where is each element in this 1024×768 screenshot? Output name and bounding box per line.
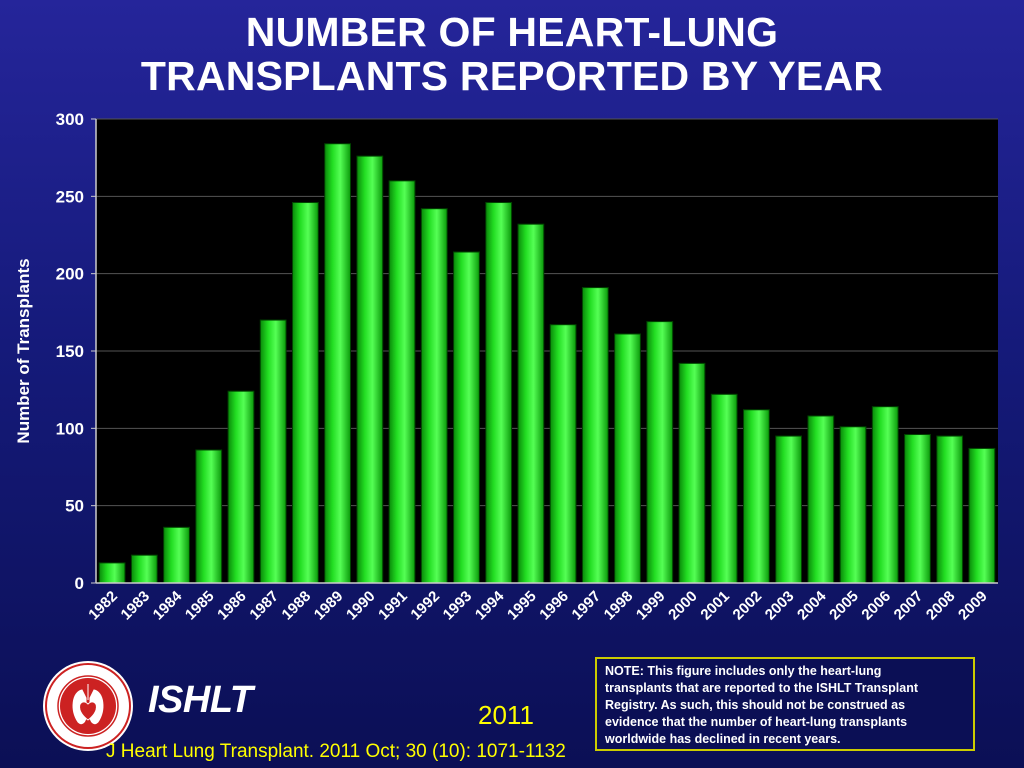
bar-1991 <box>388 180 416 584</box>
x-tick-label: 1993 <box>440 588 476 624</box>
x-tick-label: 2008 <box>923 588 959 624</box>
x-tick-label: 1995 <box>504 588 540 624</box>
x-tick-label: 1990 <box>343 588 379 624</box>
x-tick-label: 1987 <box>246 588 282 624</box>
x-tick-label: 1994 <box>472 587 508 623</box>
bar-1987 <box>259 319 287 584</box>
note-line: transplants that are reported to the ISH… <box>605 681 919 695</box>
citation: J Heart Lung Transplant. 2011 Oct; 30 (1… <box>106 741 566 762</box>
bar-1984 <box>163 526 190 584</box>
note-line: worldwide has declined in recent years. <box>605 732 841 746</box>
x-tick-label: 1984 <box>150 587 186 623</box>
bar-1990 <box>356 155 384 584</box>
organization-name: ISHLT <box>148 679 253 721</box>
x-tick-label: 1982 <box>85 588 121 624</box>
bar-2008 <box>936 435 964 584</box>
bar-1994 <box>485 202 513 584</box>
x-tick-label: 2006 <box>858 588 894 624</box>
bar-1996 <box>549 324 577 584</box>
y-tick-label: 300 <box>56 110 84 129</box>
bar-2005 <box>839 426 867 584</box>
bars <box>98 143 996 584</box>
bar-2003 <box>775 435 802 584</box>
y-tick-label: 50 <box>65 497 84 516</box>
y-tick-label: 250 <box>56 187 84 206</box>
bar-1985 <box>195 449 223 584</box>
note-line: Registry. As such, this should not be co… <box>605 698 906 712</box>
bar-1998 <box>614 333 641 584</box>
bar-1999 <box>646 321 674 584</box>
x-tick-label: 1997 <box>569 588 605 624</box>
bar-1982 <box>98 562 126 584</box>
x-tick-label: 2005 <box>826 588 862 624</box>
x-tick-label: 1988 <box>279 588 315 624</box>
ishlt-logo <box>43 661 133 751</box>
note-line: NOTE: This figure includes only the hear… <box>605 664 882 678</box>
bar-1986 <box>227 390 255 584</box>
bar-1993 <box>453 251 480 584</box>
x-tick-label: 2003 <box>762 588 798 624</box>
x-tick-label: 1999 <box>633 588 669 624</box>
y-tick-label: 0 <box>75 574 84 593</box>
x-tick-label: 2009 <box>955 588 991 624</box>
x-tick-label: 2004 <box>794 587 830 623</box>
y-tick-label: 150 <box>56 342 84 361</box>
x-tick-label: 1989 <box>311 588 347 624</box>
bar-2002 <box>743 409 770 584</box>
x-tick-label: 2007 <box>891 588 927 624</box>
bar-1995 <box>517 223 545 584</box>
bar-2009 <box>968 447 996 584</box>
bar-2007 <box>904 434 931 584</box>
y-axis-label: Number of Transplants <box>14 258 33 443</box>
y-tick-label: 100 <box>56 419 84 438</box>
x-tick-label: 1991 <box>375 588 411 624</box>
bar-1989 <box>324 143 351 584</box>
bar-1983 <box>130 554 158 584</box>
x-tick-label: 2001 <box>697 588 733 624</box>
x-tick-label: 1992 <box>407 588 443 624</box>
note-line: evidence that the number of heart-lung t… <box>605 715 908 729</box>
report-year: 2011 <box>478 700 534 730</box>
x-tick-label: 1998 <box>601 588 637 624</box>
bar-2000 <box>678 362 706 584</box>
chart-title-line2: TRANSPLANTS REPORTED BY YEAR <box>140 53 884 99</box>
chart-title: NUMBER OF HEART-LUNG TRANSPLANTS REPORTE… <box>0 10 1024 98</box>
note-box: NOTE: This figure includes only the hear… <box>595 657 975 751</box>
x-tick-label: 2002 <box>730 588 766 624</box>
bar-2004 <box>807 415 835 584</box>
bar-1997 <box>581 287 609 584</box>
x-tick-label: 1985 <box>182 588 218 624</box>
y-tick-label: 200 <box>56 265 84 284</box>
bar-1988 <box>292 202 319 584</box>
bar-1992 <box>420 208 448 584</box>
x-ticks: 1982198319841985198619871988198919901991… <box>85 587 990 623</box>
x-tick-label: 1996 <box>536 588 572 624</box>
x-tick-label: 1986 <box>214 588 250 624</box>
bar-2001 <box>710 393 738 584</box>
chart-title-line1: NUMBER OF HEART-LUNG <box>245 9 779 55</box>
bar-2006 <box>871 406 899 584</box>
x-tick-label: 1983 <box>118 588 154 624</box>
x-tick-label: 2000 <box>665 588 701 624</box>
y-ticks: 0 50 100 150 200 250 300 <box>56 110 96 593</box>
